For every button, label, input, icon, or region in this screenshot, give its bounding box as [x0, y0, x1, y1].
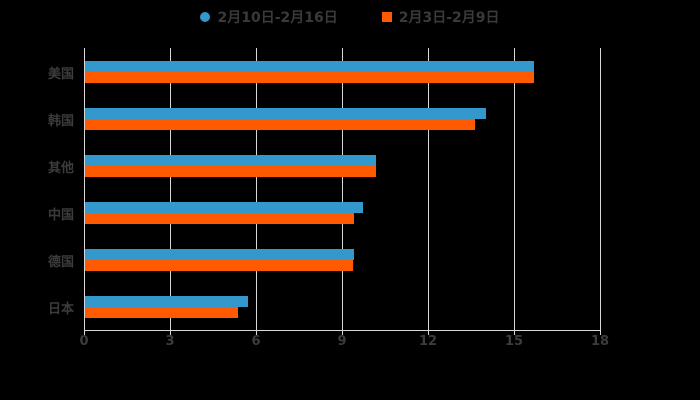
legend-item-series-2[interactable]: 2月3日-2月9日	[381, 7, 500, 27]
gridline	[84, 48, 85, 330]
bar-group	[85, 295, 249, 318]
x-axis-tick-15: 15	[504, 334, 524, 349]
x-axis-tick-mark	[600, 330, 601, 335]
bar-series-1[interactable]	[85, 201, 364, 213]
y-axis-label-2: 韩国	[47, 113, 74, 129]
x-axis-tick-3: 3	[165, 334, 175, 349]
bar-series-1[interactable]	[85, 295, 249, 307]
bar-series-1[interactable]	[85, 107, 487, 119]
gridline	[428, 48, 429, 330]
bar-series-1[interactable]	[85, 60, 534, 72]
x-axis-tick-mark	[84, 330, 85, 335]
bar-series-2[interactable]	[85, 212, 355, 224]
circle-marker-icon	[200, 12, 211, 22]
y-axis-label-4: 中国	[47, 207, 74, 223]
plot-area	[84, 48, 601, 330]
x-axis-tick-mark	[170, 330, 171, 335]
chart-legend: 2月10日-2月16日 2月3日-2月9日	[0, 4, 700, 30]
x-axis-tick-0: 0	[79, 334, 89, 349]
gridline	[170, 48, 171, 330]
legend-label-series-1: 2月10日-2月16日	[217, 10, 338, 26]
bar-group	[85, 60, 534, 83]
bar-group	[85, 201, 364, 224]
gridline	[600, 48, 601, 330]
x-axis-tick-mark	[514, 330, 515, 335]
x-axis-tick-9: 9	[337, 334, 347, 349]
bar-series-2[interactable]	[85, 259, 354, 271]
x-axis-tick-18: 18	[590, 334, 610, 349]
bar-series-2[interactable]	[85, 165, 376, 177]
x-axis-tick-labels: 0 3 6 9 12 15 18	[0, 334, 700, 358]
bar-series-2[interactable]	[85, 71, 534, 83]
x-axis-tick-mark	[256, 330, 257, 335]
y-axis-category-labels: 美国韩国其他中国德国日本	[0, 48, 84, 330]
gridline	[342, 48, 343, 330]
y-axis-label-6: 日本	[47, 301, 74, 317]
bar-group	[85, 248, 355, 271]
bar-series-2[interactable]	[85, 118, 475, 130]
legend-item-series-1[interactable]: 2月10日-2月16日	[200, 7, 338, 27]
bar-group	[85, 107, 487, 130]
x-axis-tick-12: 12	[418, 334, 438, 349]
gridline	[256, 48, 257, 330]
bar-series-1[interactable]	[85, 154, 376, 166]
square-marker-icon	[381, 12, 392, 22]
bar-series-2[interactable]	[85, 306, 239, 318]
y-axis-label-1: 美国	[47, 66, 74, 82]
legend-label-series-2: 2月3日-2月9日	[398, 10, 500, 26]
bar-group	[85, 154, 376, 177]
y-axis-label-3: 其他	[47, 160, 74, 176]
x-axis-tick-mark	[342, 330, 343, 335]
x-axis-tick-6: 6	[251, 334, 261, 349]
bar-series-1[interactable]	[85, 248, 355, 260]
gridline	[514, 48, 515, 330]
y-axis-label-5: 德国	[47, 254, 74, 270]
x-axis-tick-mark	[428, 330, 429, 335]
